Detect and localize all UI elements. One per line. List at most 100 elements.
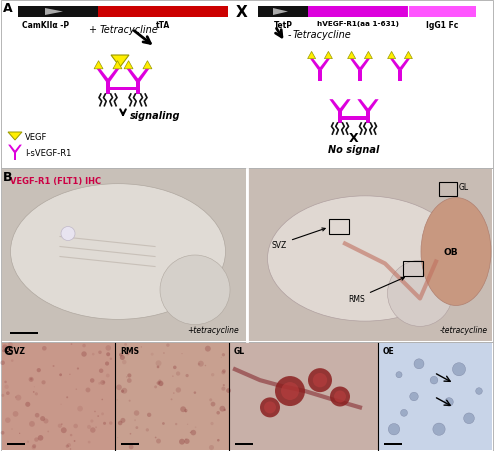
Circle shape (179, 439, 185, 445)
Circle shape (131, 350, 134, 353)
Text: No signal: No signal (329, 145, 380, 155)
Circle shape (334, 391, 346, 403)
Polygon shape (106, 69, 119, 82)
Circle shape (205, 365, 206, 366)
Circle shape (74, 440, 76, 442)
Circle shape (198, 363, 200, 365)
Circle shape (173, 366, 176, 369)
Circle shape (209, 398, 212, 401)
Circle shape (38, 435, 43, 441)
Circle shape (147, 413, 151, 417)
Text: tTA: tTA (156, 21, 170, 30)
Bar (98, 7, 228, 18)
Circle shape (119, 353, 123, 357)
Circle shape (275, 376, 305, 406)
Polygon shape (111, 56, 129, 68)
Bar (384, 443, 402, 445)
Circle shape (101, 413, 104, 415)
Polygon shape (94, 62, 103, 69)
Circle shape (110, 358, 112, 360)
Text: OB: OB (444, 248, 458, 257)
Circle shape (162, 422, 165, 425)
Polygon shape (350, 60, 362, 71)
Polygon shape (398, 60, 410, 71)
Circle shape (187, 423, 188, 425)
Circle shape (0, 361, 5, 365)
Circle shape (216, 411, 220, 414)
Circle shape (6, 391, 10, 395)
Circle shape (330, 387, 350, 407)
Circle shape (32, 445, 36, 450)
Circle shape (29, 421, 35, 427)
Circle shape (173, 392, 174, 394)
Circle shape (97, 415, 99, 417)
Circle shape (401, 410, 408, 416)
Circle shape (137, 442, 139, 443)
Circle shape (2, 350, 5, 353)
Circle shape (99, 368, 103, 373)
Circle shape (52, 365, 54, 367)
Text: OE: OE (383, 346, 395, 355)
Text: Tetracycline: Tetracycline (293, 30, 352, 40)
Circle shape (35, 413, 40, 418)
Bar (439, 183, 457, 197)
Ellipse shape (421, 198, 491, 306)
Bar (110, 87, 136, 91)
Circle shape (30, 378, 33, 381)
Circle shape (109, 421, 113, 425)
Circle shape (35, 392, 38, 396)
Bar (318, 71, 322, 82)
Text: SVZ: SVZ (272, 229, 325, 249)
Polygon shape (325, 52, 332, 60)
Circle shape (90, 428, 95, 433)
Circle shape (106, 353, 110, 356)
Text: -tetracycline: -tetracycline (440, 325, 488, 334)
Circle shape (219, 406, 225, 412)
Circle shape (106, 374, 110, 377)
Circle shape (185, 374, 189, 377)
Text: C: C (3, 344, 12, 357)
Polygon shape (8, 145, 16, 153)
Bar (366, 112, 370, 124)
Circle shape (221, 357, 222, 358)
Text: VEGF-R1 (FLT1) IHC: VEGF-R1 (FLT1) IHC (10, 177, 101, 186)
Circle shape (34, 437, 39, 442)
Circle shape (121, 390, 124, 393)
Text: signaling: signaling (130, 111, 180, 121)
Circle shape (205, 346, 211, 352)
Text: -SVZ: -SVZ (6, 346, 26, 355)
Circle shape (151, 353, 154, 356)
Circle shape (27, 441, 29, 443)
Circle shape (129, 445, 133, 449)
Circle shape (308, 368, 332, 392)
Polygon shape (338, 100, 351, 112)
Circle shape (102, 381, 105, 384)
Bar (235, 443, 253, 445)
Circle shape (15, 396, 16, 398)
Circle shape (32, 444, 36, 448)
Circle shape (430, 377, 438, 384)
Circle shape (95, 426, 97, 428)
Ellipse shape (160, 255, 230, 325)
Bar (248, 170, 492, 341)
Circle shape (66, 445, 69, 448)
Text: GL: GL (234, 346, 245, 355)
Polygon shape (124, 62, 133, 69)
Circle shape (445, 398, 453, 406)
Circle shape (82, 344, 86, 348)
Circle shape (156, 360, 162, 366)
Circle shape (11, 428, 13, 430)
Polygon shape (273, 9, 288, 16)
Circle shape (122, 360, 126, 364)
Circle shape (61, 227, 75, 241)
Bar (338, 112, 342, 124)
Ellipse shape (387, 261, 453, 327)
Bar (1, 342, 493, 451)
Text: VEGF: VEGF (25, 132, 47, 141)
Polygon shape (14, 145, 22, 153)
Text: RMS: RMS (120, 346, 139, 355)
Circle shape (281, 382, 299, 400)
Circle shape (85, 388, 90, 392)
Ellipse shape (267, 196, 462, 322)
Circle shape (221, 387, 225, 391)
